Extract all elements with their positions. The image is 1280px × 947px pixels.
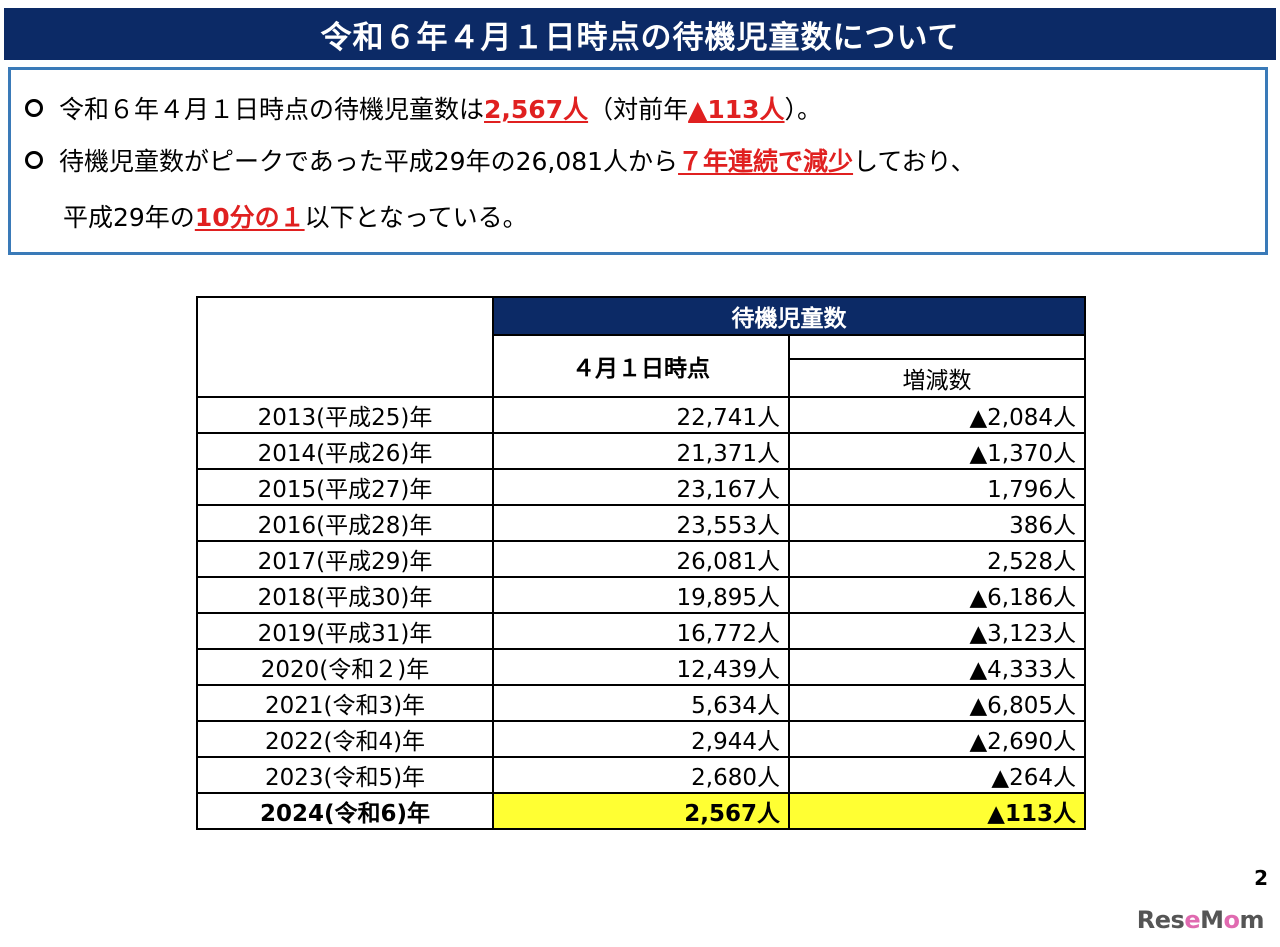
header-count: ４月１日時点 xyxy=(492,334,790,398)
table-row: 2024(令和6)年 2,567人 ▲113人 xyxy=(196,792,1086,830)
summary-line-3: 平成29年の 10分の１ 以下となっている。 xyxy=(63,198,528,234)
count-cell: 26,081人 xyxy=(492,540,790,578)
waiting-children-table: 待機児童数 ４月１日時点 増減数 2013(平成25)年 22,741人 ▲2,08… xyxy=(196,296,1086,830)
page-title: 令和６年４月１日時点の待機児童数について xyxy=(4,8,1276,60)
highlight-count: 2,567人 xyxy=(484,95,589,124)
header-empty-cell xyxy=(196,296,494,398)
count-cell: 22,741人 xyxy=(492,396,790,434)
year-cell: 2020(令和２)年 xyxy=(196,648,494,686)
summary-text: （対前年 xyxy=(588,95,689,124)
header-group: 待機児童数 xyxy=(492,296,1086,336)
change-cell: ▲264人 xyxy=(788,756,1086,794)
table-row: 2021(令和3)年 5,634人 ▲6,805人 xyxy=(196,684,1086,722)
change-cell: ▲6,805人 xyxy=(788,684,1086,722)
count-cell: 2,567人 xyxy=(492,792,790,830)
bullet-circle-icon xyxy=(25,151,43,169)
count-cell: 5,634人 xyxy=(492,684,790,722)
header-change: 増減数 xyxy=(788,358,1086,398)
count-cell: 2,944人 xyxy=(492,720,790,758)
summary-text: 令和６年４月１日時点の待機児童数は xyxy=(59,95,485,124)
year-cell: 2019(平成31)年 xyxy=(196,612,494,650)
summary-line-2: 待機児童数がピークであった平成29年の26,081人から ７年連続で減少 しており、 xyxy=(25,142,976,178)
table-header-row: 待機児童数 xyxy=(196,296,1086,398)
count-cell: 23,553人 xyxy=(492,504,790,542)
change-cell: ▲4,333人 xyxy=(788,648,1086,686)
count-cell: 21,371人 xyxy=(492,432,790,470)
year-cell: 2021(令和3)年 xyxy=(196,684,494,722)
table-row: 2013(平成25)年 22,741人 ▲2,084人 xyxy=(196,396,1086,434)
count-cell: 16,772人 xyxy=(492,612,790,650)
year-cell: 2024(令和6)年 xyxy=(196,792,494,830)
count-cell: 12,439人 xyxy=(492,648,790,686)
table-header-row: ４月１日時点 xyxy=(197,334,1086,398)
header-spacer xyxy=(788,334,1086,360)
summary-text: 以下となっている。 xyxy=(304,203,528,232)
table-header-row: 増減数 xyxy=(197,358,1086,398)
change-cell: ▲3,123人 xyxy=(788,612,1086,650)
table-row: 2015(平成27)年 23,167人 1,796人 xyxy=(196,468,1086,506)
table-row: 2018(平成30)年 19,895人 ▲6,186人 xyxy=(196,576,1086,614)
table-row: 2019(平成31)年 16,772人 ▲3,123人 xyxy=(196,612,1086,650)
year-cell: 2023(令和5)年 xyxy=(196,756,494,794)
summary-text: 待機児童数がピークであった平成29年の26,081人から xyxy=(59,147,679,176)
change-cell: ▲2,690人 xyxy=(788,720,1086,758)
table-row: 2022(令和4)年 2,944人 ▲2,690人 xyxy=(196,720,1086,758)
count-cell: 23,167人 xyxy=(492,468,790,506)
year-cell: 2013(平成25)年 xyxy=(196,396,494,434)
table-row: 2017(平成29)年 26,081人 2,528人 xyxy=(196,540,1086,578)
change-cell: ▲1,370人 xyxy=(788,432,1086,470)
bullet-circle-icon xyxy=(25,99,43,117)
year-cell: 2016(平成28)年 xyxy=(196,504,494,542)
year-cell: 2018(平成30)年 xyxy=(196,576,494,614)
table-row: 2023(令和5)年 2,680人 ▲264人 xyxy=(196,756,1086,794)
summary-line-1: 令和６年４月１日時点の待機児童数は 2,567人 （対前年 ▲113人）。 xyxy=(25,90,822,126)
summary-text: 平成29年の xyxy=(63,203,195,232)
table-row: 2020(令和２)年 12,439人 ▲4,333人 xyxy=(196,648,1086,686)
summary-text: しており、 xyxy=(853,147,976,176)
year-cell: 2014(平成26)年 xyxy=(196,432,494,470)
resemom-logo: ReseMom xyxy=(1136,906,1265,934)
table-row: 2014(平成26)年 21,371人 ▲1,370人 xyxy=(196,432,1086,470)
year-cell: 2022(令和4)年 xyxy=(196,720,494,758)
table-row: 2016(平成28)年 23,553人 386人 xyxy=(196,504,1086,542)
count-cell: 2,680人 xyxy=(492,756,790,794)
change-cell: 386人 xyxy=(788,504,1086,542)
year-cell: 2017(平成29)年 xyxy=(196,540,494,578)
count-cell: 19,895人 xyxy=(492,576,790,614)
year-cell: 2015(平成27)年 xyxy=(196,468,494,506)
page-number: 2 xyxy=(1254,866,1268,890)
change-cell: ▲113人 xyxy=(788,792,1086,830)
highlight-change: ▲113人 xyxy=(688,95,785,124)
change-cell: ▲6,186人 xyxy=(788,576,1086,614)
summary-text: ）。 xyxy=(784,95,823,124)
change-cell: 2,528人 xyxy=(788,540,1086,578)
highlight-decrease: ７年連続で減少 xyxy=(678,147,854,176)
summary-box: 令和６年４月１日時点の待機児童数は 2,567人 （対前年 ▲113人）。 待機児童数… xyxy=(8,67,1268,255)
change-cell: 1,796人 xyxy=(788,468,1086,506)
highlight-fraction: 10分の１ xyxy=(194,203,305,232)
change-cell: ▲2,084人 xyxy=(788,396,1086,434)
